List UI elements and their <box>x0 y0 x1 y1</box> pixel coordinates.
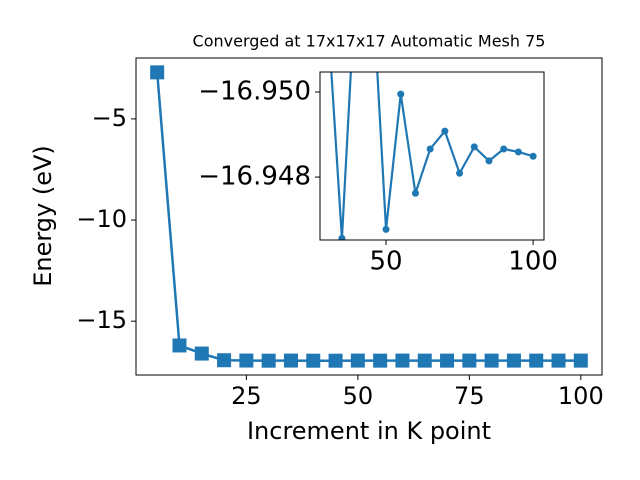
marker <box>350 353 365 368</box>
marker <box>456 169 464 177</box>
plot-area <box>320 72 544 240</box>
marker <box>529 152 537 160</box>
marker <box>417 353 432 368</box>
y-tick-label: −5 <box>92 104 127 132</box>
marker <box>239 353 254 368</box>
y-tick-label: −16.948 <box>198 162 311 192</box>
marker <box>397 90 405 98</box>
y-tick-label: −10 <box>76 205 127 233</box>
x-tick-label: 50 <box>343 382 374 410</box>
marker <box>261 353 276 368</box>
axes-frame <box>319 71 545 241</box>
marker <box>440 353 455 368</box>
axes-frame <box>135 57 603 376</box>
marker <box>283 353 298 368</box>
marker <box>500 145 508 153</box>
marker <box>573 353 588 368</box>
marker <box>328 353 343 368</box>
y-axis-label: Energy (eV) <box>29 145 57 287</box>
marker <box>217 353 232 368</box>
marker <box>150 65 165 80</box>
marker <box>382 225 390 233</box>
marker <box>485 157 493 165</box>
marker <box>172 338 187 353</box>
marker <box>441 127 449 135</box>
marker <box>551 353 566 368</box>
marker <box>506 353 521 368</box>
marker <box>395 353 410 368</box>
x-tick-label: 25 <box>231 382 262 410</box>
marker <box>338 234 346 240</box>
marker <box>462 353 477 368</box>
x-axis-label: Increment in K point <box>247 417 491 445</box>
marker <box>373 353 388 368</box>
marker <box>194 346 209 361</box>
marker <box>426 145 434 153</box>
marker <box>470 143 478 151</box>
marker <box>306 353 321 368</box>
series <box>330 72 537 240</box>
y-tick-label: −16.950 <box>198 76 311 106</box>
marker <box>411 189 419 197</box>
marker <box>514 148 522 156</box>
marker <box>529 353 544 368</box>
y-tick-label: −15 <box>76 306 127 334</box>
series <box>150 65 588 368</box>
chart-title: Converged at 17x17x17 Automatic Mesh 75 <box>193 32 546 51</box>
x-tick-label: 50 <box>369 247 402 277</box>
x-tick-label: 75 <box>454 382 485 410</box>
marker <box>484 353 499 368</box>
x-tick-label: 100 <box>558 382 604 410</box>
x-tick-label: 100 <box>508 247 558 277</box>
